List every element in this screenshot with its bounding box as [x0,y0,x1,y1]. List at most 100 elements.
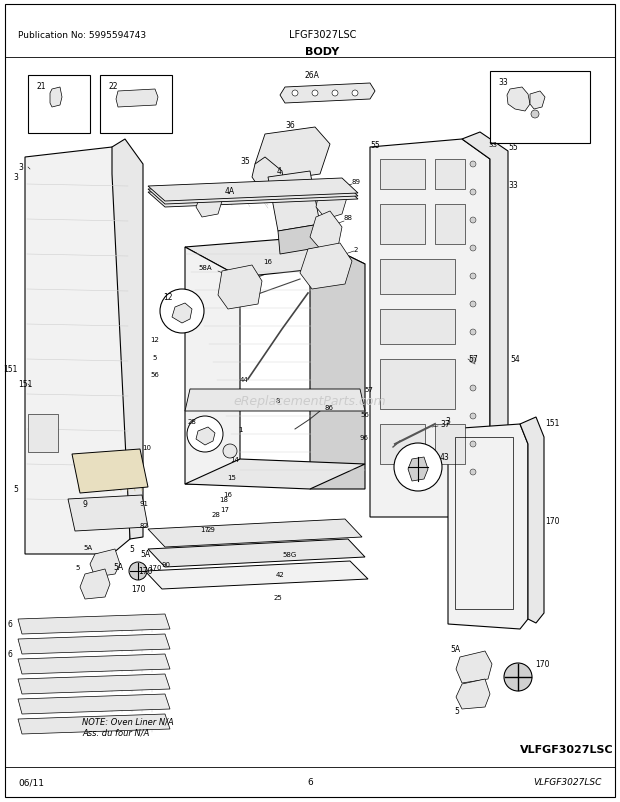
Text: 33: 33 [498,78,508,87]
Text: 16: 16 [223,492,232,497]
Bar [100,76,172,134]
Polygon shape [530,92,545,110]
Text: NOTE: Oven Liner N/A
Ass. du four N/A: NOTE: Oven Liner N/A Ass. du four N/A [82,717,174,736]
Polygon shape [18,654,170,674]
Text: 90: 90 [161,561,170,567]
Text: 82: 82 [139,522,148,529]
Bar [380,160,425,190]
Circle shape [223,444,237,459]
Text: 57: 57 [364,387,373,392]
Text: 15: 15 [228,475,236,480]
Text: 3: 3 [446,417,451,426]
Text: 5A: 5A [140,550,150,559]
Polygon shape [18,695,170,714]
Polygon shape [148,539,365,567]
Text: 55: 55 [508,144,518,152]
Circle shape [312,91,318,97]
Circle shape [531,111,539,119]
Text: 5: 5 [13,485,18,494]
Circle shape [470,386,476,391]
Text: 170: 170 [535,660,549,669]
Text: 54: 54 [510,355,520,364]
Polygon shape [310,237,365,489]
Circle shape [470,217,476,224]
Circle shape [160,290,204,334]
Text: 37: 37 [440,420,450,429]
Bar [455,437,513,610]
Polygon shape [50,88,62,107]
Text: 33: 33 [488,142,497,148]
Polygon shape [218,265,262,310]
Bar [490,72,590,144]
Circle shape [470,245,476,252]
Circle shape [470,162,476,168]
Text: 58G: 58G [283,551,297,557]
Polygon shape [196,192,222,217]
Text: LFGF3027LSC: LFGF3027LSC [289,30,356,40]
Text: BODY: BODY [305,47,340,57]
Text: 5A: 5A [84,545,92,550]
Polygon shape [112,140,143,539]
Text: 9: 9 [82,500,87,508]
Text: 5: 5 [76,565,80,570]
Bar [380,424,425,464]
Circle shape [292,91,298,97]
Circle shape [470,469,476,476]
Text: 170: 170 [138,567,153,576]
Polygon shape [196,427,215,445]
Text: 151: 151 [4,365,18,374]
Polygon shape [18,634,170,654]
Circle shape [470,358,476,363]
Circle shape [129,562,147,581]
Polygon shape [408,457,428,481]
Text: 5A: 5A [113,563,123,572]
Text: 35: 35 [240,157,250,166]
Polygon shape [300,244,352,290]
Text: 55: 55 [370,140,379,149]
Bar [380,260,455,294]
Polygon shape [310,212,342,252]
Text: 56: 56 [151,371,159,378]
Polygon shape [116,90,158,107]
Text: VLFGF3027LSC: VLFGF3027LSC [520,744,614,754]
Text: 5: 5 [454,707,459,715]
Text: 26A: 26A [305,71,320,80]
Polygon shape [148,184,358,208]
Polygon shape [68,496,148,532]
Text: 12: 12 [163,294,173,302]
Circle shape [470,273,476,280]
Text: 42: 42 [276,571,285,577]
Circle shape [332,91,338,97]
Text: 17: 17 [200,526,210,533]
Text: 17: 17 [221,506,229,512]
Circle shape [470,190,476,196]
Text: eReplacementParts.com: eReplacementParts.com [234,395,386,407]
Text: 151: 151 [18,380,32,389]
Circle shape [352,91,358,97]
Polygon shape [507,88,530,111]
Text: 29: 29 [206,526,215,533]
Text: 170: 170 [148,565,161,570]
Text: 33: 33 [508,180,518,189]
Bar [380,359,455,410]
Text: 28: 28 [188,419,197,424]
Polygon shape [145,561,368,589]
Text: 1: 1 [237,427,242,432]
Circle shape [470,414,476,419]
Polygon shape [72,449,148,493]
Text: 5A: 5A [450,645,460,654]
Bar [435,424,465,464]
Polygon shape [148,520,362,547]
Polygon shape [520,418,544,623]
Polygon shape [185,390,365,411]
Circle shape [394,444,442,492]
Text: 22: 22 [108,82,118,91]
Polygon shape [18,614,170,634]
Text: Publication No: 5995594743: Publication No: 5995594743 [18,30,146,39]
Bar [435,205,465,245]
Polygon shape [255,128,330,182]
Polygon shape [185,460,365,489]
Text: 16: 16 [264,259,273,265]
Bar [380,310,455,345]
Polygon shape [252,158,285,198]
